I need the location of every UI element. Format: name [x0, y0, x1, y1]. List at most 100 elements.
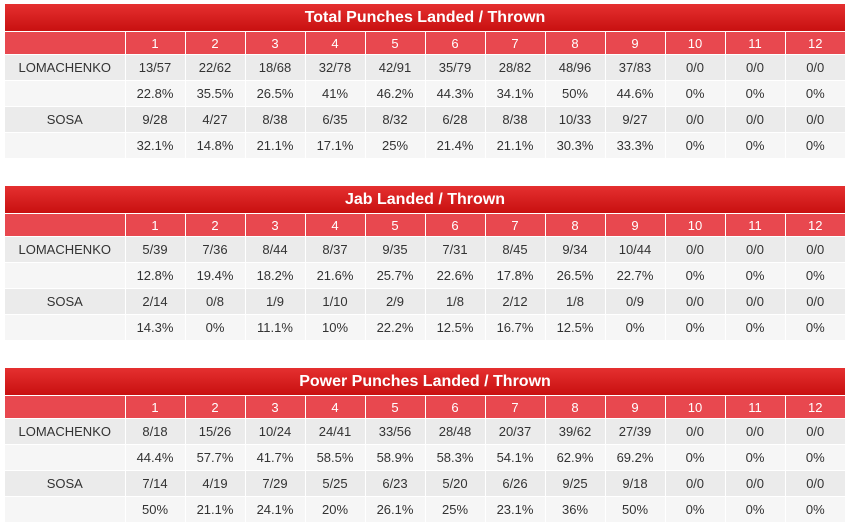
- percentage-cell: 21.1%: [484, 132, 545, 158]
- landed-thrown-cell: 42/91: [364, 54, 425, 81]
- percentage-row: 22.8% 35.5% 26.5% 41% 46.2% 44.3% 34.1% 50% 44.6…: [5, 80, 845, 107]
- stats-section-jab-landed-thrown: Jab Landed / Thrown 1 2 3 4 5 6 7 8 9 10 11 12 LOMACH…: [5, 186, 845, 340]
- fighter-name-spacer: [5, 444, 125, 471]
- landed-thrown-cell: 7/36: [184, 236, 245, 263]
- percentage-cell: 24.1%: [244, 496, 305, 522]
- landed-thrown-cell: 2/12: [484, 288, 545, 315]
- percentage-cell: 41.7%: [244, 444, 305, 471]
- percentage-cell: 33.3%: [604, 132, 665, 158]
- percentage-cell: 21.6%: [304, 262, 365, 289]
- percentage-cell: 32.1%: [124, 132, 185, 158]
- percentage-cell: 35.5%: [184, 80, 245, 107]
- round-header: 11: [724, 396, 785, 419]
- landed-thrown-cell: 5/25: [304, 470, 365, 497]
- percentage-cell: 22.6%: [424, 262, 485, 289]
- round-header: 1: [124, 396, 185, 419]
- percentage-cell: 26.5%: [244, 80, 305, 107]
- percentage-cell: 25%: [424, 496, 485, 522]
- percentage-cell: 0%: [784, 132, 845, 158]
- percentage-cell: 26.5%: [544, 262, 605, 289]
- landed-thrown-row: SOSA 9/28 4/27 8/38 6/35 8/32 6/28 8/38 10/33 9/2…: [5, 106, 845, 133]
- landed-thrown-cell: 0/0: [724, 236, 785, 263]
- percentage-cell: 17.8%: [484, 262, 545, 289]
- percentage-cell: 58.3%: [424, 444, 485, 471]
- percentage-cell: 44.6%: [604, 80, 665, 107]
- landed-thrown-cell: 7/14: [124, 470, 185, 497]
- landed-thrown-cell: 0/0: [724, 106, 785, 133]
- fighter-name: SOSA: [5, 106, 125, 133]
- landed-thrown-cell: 6/28: [424, 106, 485, 133]
- landed-thrown-cell: 0/0: [664, 470, 725, 497]
- round-header: 1: [124, 32, 185, 55]
- landed-thrown-cell: 0/0: [784, 236, 845, 263]
- percentage-cell: 57.7%: [184, 444, 245, 471]
- round-header-row: 1 2 3 4 5 6 7 8 9 10 11 12: [5, 32, 845, 55]
- landed-thrown-cell: 7/31: [424, 236, 485, 263]
- round-header: 9: [604, 396, 665, 419]
- percentage-cell: 0%: [784, 314, 845, 340]
- round-header: 12: [784, 214, 845, 237]
- round-header: 8: [544, 214, 605, 237]
- landed-thrown-cell: 1/9: [244, 288, 305, 315]
- landed-thrown-cell: 0/8: [184, 288, 245, 315]
- landed-thrown-cell: 8/38: [484, 106, 545, 133]
- landed-thrown-cell: 4/27: [184, 106, 245, 133]
- percentage-cell: 22.7%: [604, 262, 665, 289]
- landed-thrown-cell: 8/32: [364, 106, 425, 133]
- percentage-cell: 19.4%: [184, 262, 245, 289]
- landed-thrown-cell: 0/0: [724, 470, 785, 497]
- percentage-cell: 0%: [664, 132, 725, 158]
- round-header: 7: [484, 396, 545, 419]
- landed-thrown-cell: 6/23: [364, 470, 425, 497]
- landed-thrown-cell: 2/9: [364, 288, 425, 315]
- percentage-cell: 18.2%: [244, 262, 305, 289]
- round-header: 7: [484, 32, 545, 55]
- round-header: 2: [184, 32, 245, 55]
- landed-thrown-cell: 0/0: [664, 106, 725, 133]
- landed-thrown-row: SOSA 2/14 0/8 1/9 1/10 2/9 1/8 2/12 1/8 0/9 0/0 0/0…: [5, 288, 845, 315]
- landed-thrown-cell: 10/33: [544, 106, 605, 133]
- landed-thrown-cell: 32/78: [304, 54, 365, 81]
- percentage-cell: 20%: [304, 496, 365, 522]
- landed-thrown-row: SOSA 7/14 4/19 7/29 5/25 6/23 5/20 6/26 9/25 9/18…: [5, 470, 845, 497]
- landed-thrown-cell: 28/82: [484, 54, 545, 81]
- round-header: 6: [424, 214, 485, 237]
- fighter-name-spacer: [5, 262, 125, 289]
- percentage-cell: 46.2%: [364, 80, 425, 107]
- percentage-cell: 69.2%: [604, 444, 665, 471]
- round-header: 9: [604, 32, 665, 55]
- round-header: 3: [244, 396, 305, 419]
- percentage-cell: 0%: [664, 262, 725, 289]
- landed-thrown-cell: 1/8: [424, 288, 485, 315]
- round-header: 4: [304, 396, 365, 419]
- percentage-cell: 30.3%: [544, 132, 605, 158]
- header-corner: [5, 214, 125, 237]
- percentage-cell: 0%: [784, 80, 845, 107]
- stats-section-power-punches-landed-thrown: Power Punches Landed / Thrown 1 2 3 4 5 6 7 8 9 10…: [5, 368, 845, 522]
- percentage-cell: 14.3%: [124, 314, 185, 340]
- fighter-name-spacer: [5, 314, 125, 340]
- percentage-cell: 0%: [664, 314, 725, 340]
- landed-thrown-row: LOMACHENKO 13/57 22/62 18/68 32/78 42/91 35/79…: [5, 54, 845, 81]
- landed-thrown-cell: 7/29: [244, 470, 305, 497]
- round-header: 3: [244, 32, 305, 55]
- landed-thrown-row: LOMACHENKO 8/18 15/26 10/24 24/41 33/56 28/48 2…: [5, 418, 845, 445]
- round-header: 1: [124, 214, 185, 237]
- landed-thrown-cell: 0/9: [604, 288, 665, 315]
- landed-thrown-cell: 0/0: [724, 54, 785, 81]
- stats-section-total-punches-landed-thrown: Total Punches Landed / Thrown 1 2 3 4 5 6 7 8 9 10…: [5, 4, 845, 158]
- percentage-cell: 0%: [784, 262, 845, 289]
- landed-thrown-cell: 5/39: [124, 236, 185, 263]
- round-header: 3: [244, 214, 305, 237]
- landed-thrown-cell: 0/0: [724, 418, 785, 445]
- round-header: 8: [544, 396, 605, 419]
- percentage-cell: 25.7%: [364, 262, 425, 289]
- percentage-cell: 54.1%: [484, 444, 545, 471]
- landed-thrown-cell: 18/68: [244, 54, 305, 81]
- landed-thrown-cell: 9/35: [364, 236, 425, 263]
- header-corner: [5, 32, 125, 55]
- round-header: 9: [604, 214, 665, 237]
- fighter-name: LOMACHENKO: [5, 236, 125, 263]
- landed-thrown-cell: 8/37: [304, 236, 365, 263]
